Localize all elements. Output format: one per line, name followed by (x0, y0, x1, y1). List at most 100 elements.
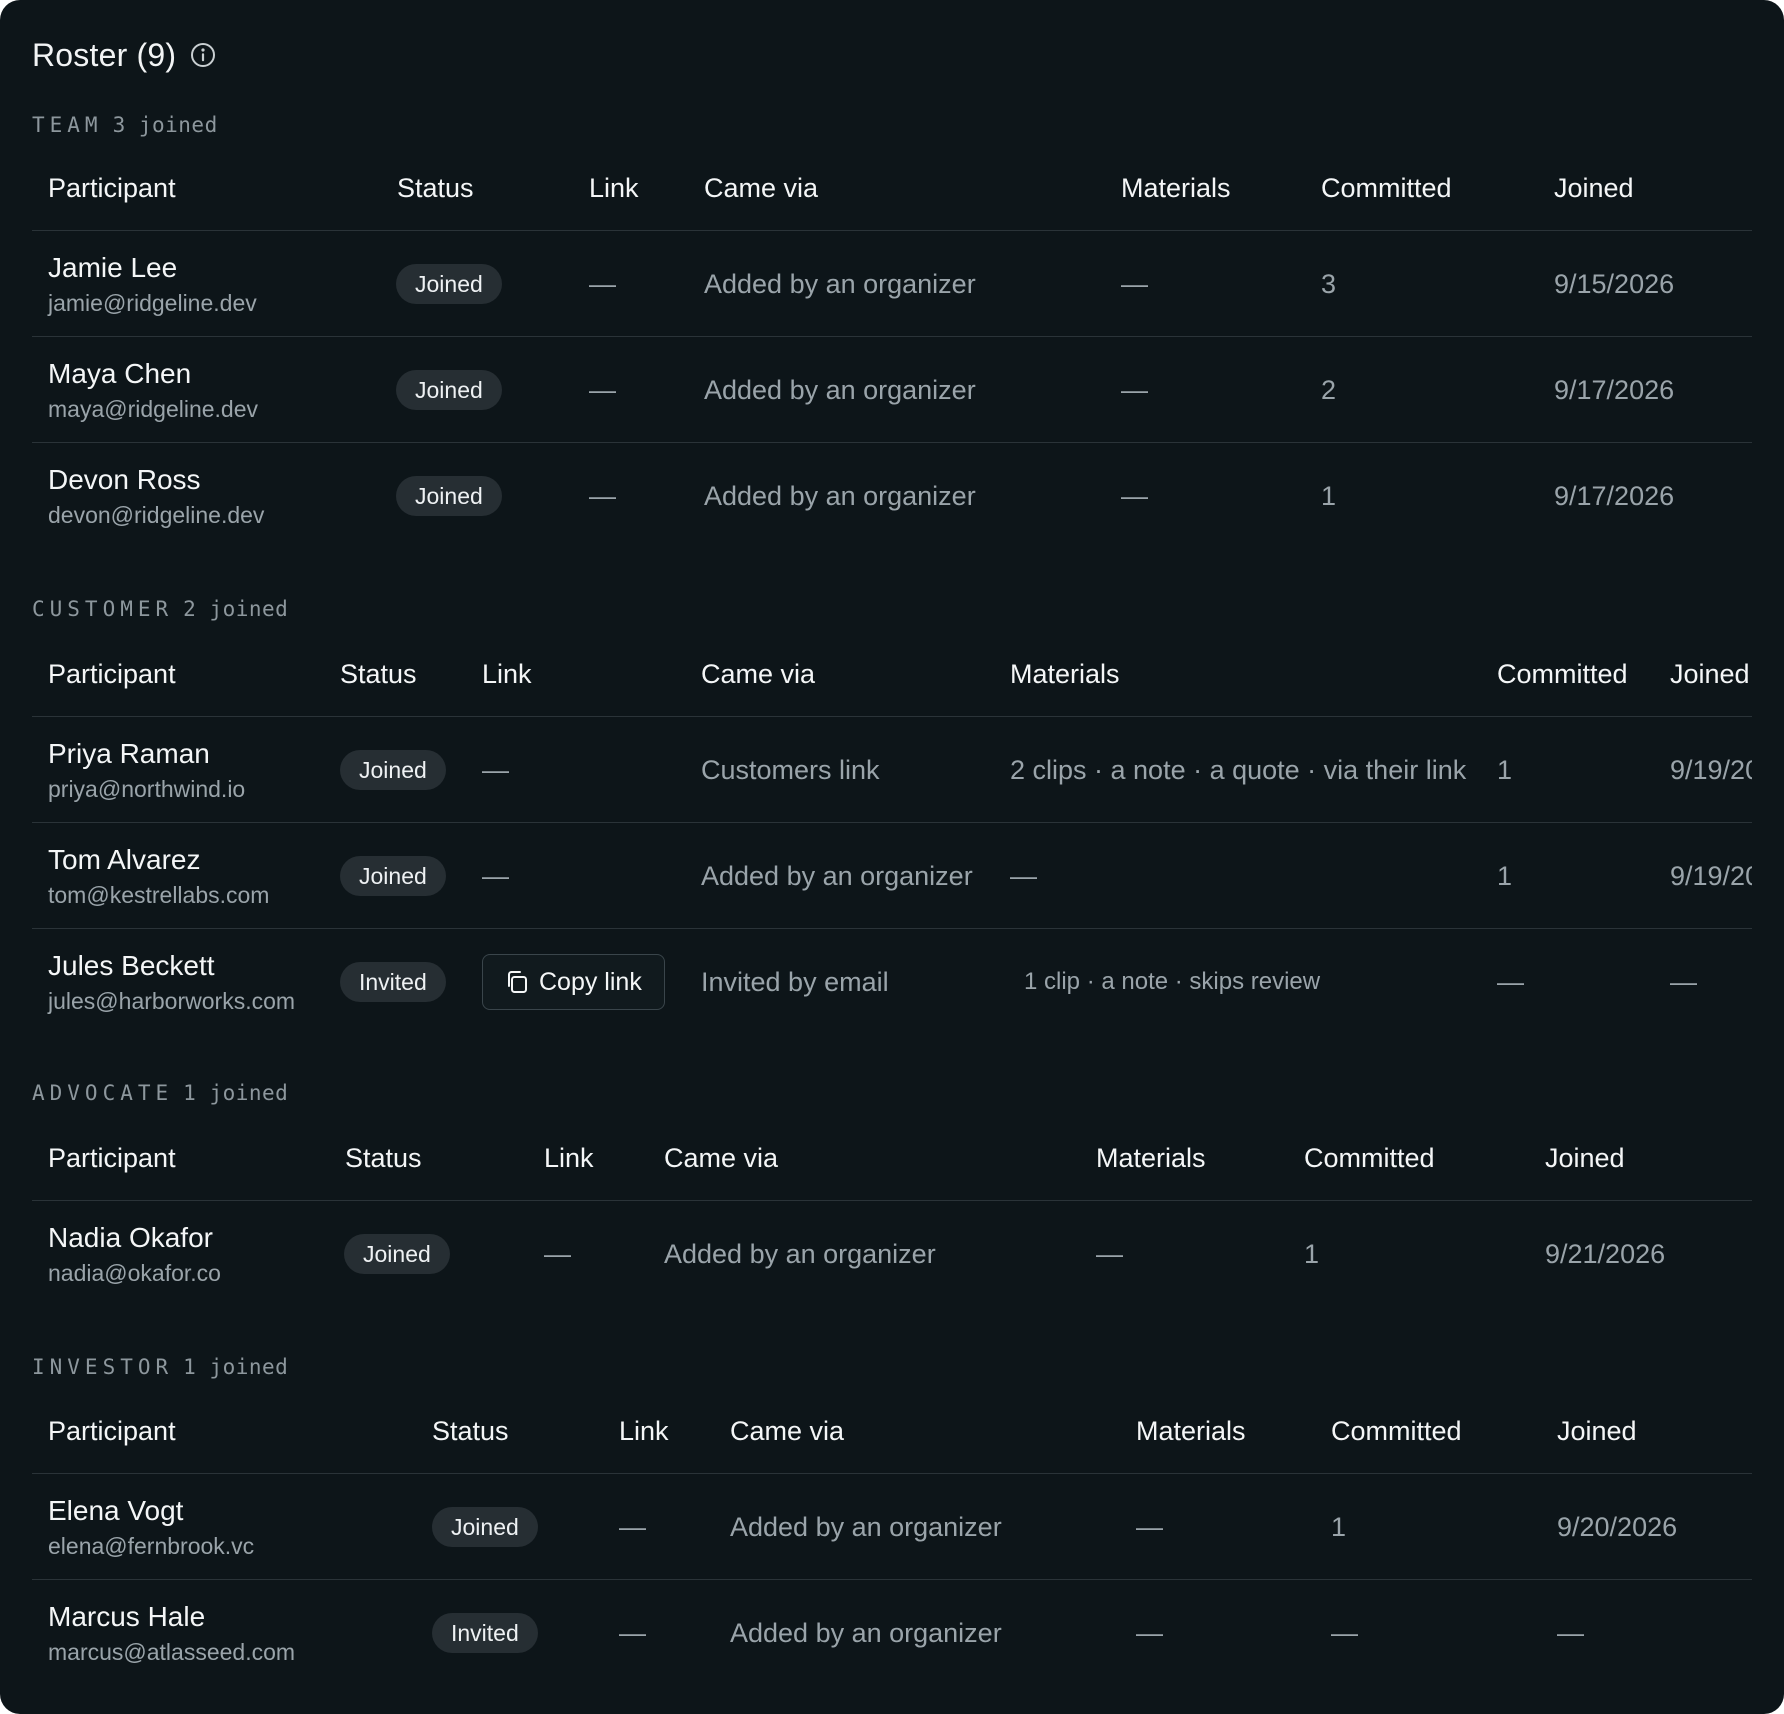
copy-link-button[interactable]: Copy link (482, 954, 665, 1010)
link-empty: — (589, 480, 616, 511)
participant-cell: Jules Beckett jules@harborworks.com (48, 929, 295, 1035)
participant-cell: Marcus Hale marcus@atlasseed.com (48, 1580, 295, 1686)
status-badge: Joined (340, 856, 446, 896)
roster-title: Roster (9) (32, 36, 177, 73)
status-badge: Joined (396, 264, 502, 304)
copy-link-label: Copy link (539, 967, 642, 996)
col-committed: Committed (1304, 1143, 1435, 1173)
committed-cell: — (1497, 966, 1524, 997)
participant-name: Jamie Lee (48, 252, 178, 283)
col-status: Status (397, 173, 474, 203)
col-status: Status (345, 1143, 422, 1173)
joined-cell: 9/19/2026 (1670, 860, 1752, 891)
materials-cell: — (1121, 374, 1148, 405)
status-badge: Joined (432, 1507, 538, 1547)
group-count: 3 joined (112, 113, 218, 137)
joined-cell: 9/15/2026 (1554, 268, 1675, 299)
participant-name: Elena Vogt (48, 1495, 184, 1526)
customer-table: Participant Status Link Came via Materia… (32, 631, 1752, 1035)
participant-email: priya@northwind.io (48, 776, 246, 802)
col-materials: Materials (1010, 659, 1120, 689)
materials-cell: — (1010, 860, 1037, 891)
committed-cell: 3 (1321, 268, 1337, 299)
group-label-customer: CUSTOMER 2 joined (32, 597, 288, 621)
table-row[interactable]: Maya Chen maya@ridgeline.dev Joined — Ad… (32, 337, 1752, 443)
advocate-table: Participant Status Link Came via Materia… (32, 1115, 1752, 1307)
materials-cell: — (1121, 268, 1148, 299)
participant-email: nadia@okafor.co (48, 1260, 221, 1286)
link-empty: — (544, 1238, 571, 1269)
participant-name: Maya Chen (48, 358, 192, 389)
materials-cell: — (1096, 1238, 1123, 1269)
materials-cell: — (1121, 480, 1148, 511)
joined-cell: 9/21/2026 (1545, 1238, 1666, 1269)
team-table: Participant Status Link Came via Materia… (32, 145, 1752, 549)
status-cell: Joined (432, 1474, 538, 1580)
table-row[interactable]: Devon Ross devon@ridgeline.dev Joined — … (32, 443, 1752, 549)
table-header: Participant Status Link Came via Materia… (32, 631, 1752, 717)
committed-cell: 1 (1321, 480, 1337, 511)
table-row[interactable]: Nadia Okafor nadia@okafor.co Joined — Ad… (32, 1201, 1752, 1307)
table-row[interactable]: Marcus Hale marcus@atlasseed.com Invited… (32, 1580, 1752, 1686)
table-row[interactable]: Elena Vogt elena@fernbrook.vc Joined — A… (32, 1474, 1752, 1580)
link-cell: — (482, 823, 509, 929)
table-row[interactable]: Tom Alvarez tom@kestrellabs.com Joined —… (32, 823, 1752, 929)
came-via-cell: Added by an organizer (701, 860, 973, 891)
status-badge: Invited (340, 962, 446, 1002)
joined-cell: — (1557, 1617, 1584, 1648)
col-participant: Participant (48, 173, 176, 203)
link-empty: — (482, 754, 509, 785)
participant-name: Nadia Okafor (48, 1222, 213, 1253)
participant-cell: Jamie Lee jamie@ridgeline.dev (48, 231, 257, 337)
status-cell: Invited (432, 1580, 538, 1686)
col-joined: Joined (1670, 659, 1750, 689)
group-label-team: TEAM 3 joined (32, 113, 218, 137)
col-joined: Joined (1557, 1416, 1637, 1446)
participant-name: Devon Ross (48, 464, 201, 495)
link-cell: — (482, 717, 509, 823)
link-cell: — (589, 443, 616, 549)
col-status: Status (432, 1416, 509, 1446)
committed-cell: 1 (1497, 754, 1513, 785)
joined-cell: 9/17/2026 (1554, 480, 1675, 511)
status-cell: Joined (344, 1201, 450, 1307)
group-count: 1 joined (183, 1081, 289, 1105)
table-header: Participant Status Link Came via Materia… (32, 145, 1752, 231)
committed-cell: 2 (1321, 374, 1337, 405)
col-participant: Participant (48, 659, 176, 689)
participant-name: Marcus Hale (48, 1601, 206, 1632)
table-row[interactable]: Priya Raman priya@northwind.io Joined — … (32, 717, 1752, 823)
table-row[interactable]: Jules Beckett jules@harborworks.com Invi… (32, 929, 1752, 1035)
participant-cell: Devon Ross devon@ridgeline.dev (48, 443, 264, 549)
group-name: INVESTOR (32, 1355, 174, 1379)
status-badge: Joined (340, 750, 446, 790)
participant-email: jules@harborworks.com (48, 988, 296, 1014)
col-materials: Materials (1096, 1143, 1206, 1173)
group-name: CUSTOMER (32, 597, 174, 621)
link-cell: — (544, 1201, 571, 1307)
group-label-investor: INVESTOR 1 joined (32, 1355, 288, 1379)
copy-icon (503, 968, 539, 996)
link-cell: — (589, 231, 616, 337)
participant-cell: Priya Raman priya@northwind.io (48, 717, 245, 823)
table-row[interactable]: Jamie Lee jamie@ridgeline.dev Joined — A… (32, 231, 1752, 337)
joined-cell: — (1670, 966, 1697, 997)
came-via-cell: Invited by email (701, 966, 889, 997)
col-came-via: Came via (704, 173, 819, 203)
info-icon[interactable] (190, 42, 216, 68)
link-empty: — (482, 860, 509, 891)
status-cell: Joined (396, 443, 502, 549)
committed-cell: — (1331, 1617, 1358, 1648)
came-via-cell: Added by an organizer (730, 1511, 1002, 1542)
status-cell: Joined (396, 231, 502, 337)
participant-email: maya@ridgeline.dev (48, 396, 259, 422)
came-via-cell: Added by an organizer (664, 1238, 936, 1269)
status-cell: Joined (340, 823, 446, 929)
col-came-via: Came via (701, 659, 816, 689)
participant-email: tom@kestrellabs.com (48, 882, 270, 908)
participant-cell: Maya Chen maya@ridgeline.dev (48, 337, 258, 443)
link-cell: — (589, 337, 616, 443)
came-via-cell: Added by an organizer (704, 374, 976, 405)
group-count: 2 joined (183, 597, 289, 621)
